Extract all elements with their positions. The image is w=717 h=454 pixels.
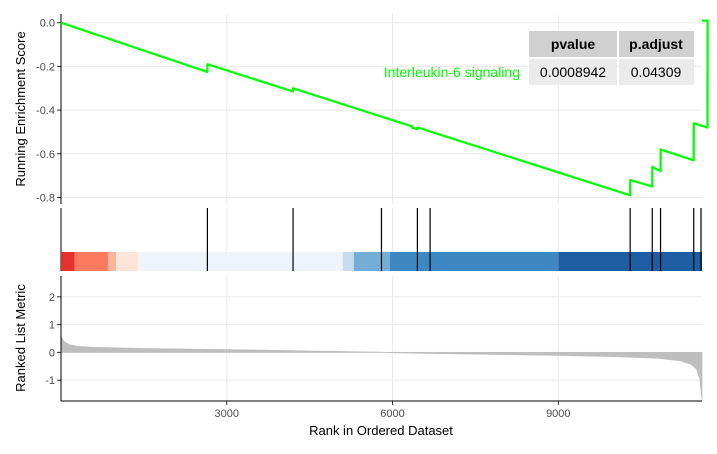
series-label: Interleukin-6 signaling [384, 64, 520, 80]
es-y-tick-label: -0.4 [36, 105, 55, 117]
x-tick-label: 3000 [214, 408, 238, 420]
ranked-metric-area [60, 335, 703, 400]
table-header-padjust: p.adjust [629, 36, 683, 52]
table-header-cell [619, 31, 694, 57]
rank-color-segment [107, 252, 117, 271]
pvalue-table: pvalue p.adjust 0.0008942 0.04309 [529, 31, 694, 85]
rank-color-segment [74, 252, 108, 271]
rank-y-tick-label: -1 [45, 375, 55, 387]
rank-y-tick-label: 0 [49, 347, 55, 359]
ranked-metric-panel: 2 1 0 -1 3000 6000 9000 [45, 276, 703, 420]
enrichment-y-axis-label: Running Enrichment Score [13, 31, 28, 186]
rank-y-tick-label: 2 [49, 292, 55, 304]
rank-color-segment [342, 252, 354, 271]
ranked-y-axis-label: Ranked List Metric [13, 284, 28, 392]
table-header-pvalue: pvalue [551, 36, 596, 52]
hit-panel [60, 208, 702, 271]
rank-color-segment [138, 252, 343, 271]
es-y-tick-label: -0.6 [36, 149, 55, 161]
rank-color-segment [389, 252, 559, 271]
table-header-cell [529, 31, 617, 57]
x-tick-label: 6000 [380, 408, 404, 420]
table-value-pvalue: 0.0008942 [540, 64, 606, 80]
table-value-cell [529, 59, 617, 85]
es-y-tick-label: -0.2 [36, 61, 55, 73]
rank-y-tick-label: 1 [49, 320, 55, 332]
rank-color-segment [353, 252, 390, 271]
table-value-padjust: 0.04309 [631, 64, 682, 80]
es-y-tick-label: -0.8 [36, 192, 55, 204]
rank-color-segment [116, 252, 139, 271]
rank-color-segment [61, 252, 75, 271]
x-tick-label: 9000 [546, 408, 570, 420]
es-y-tick-label: 0.0 [40, 18, 55, 30]
table-value-cell [619, 59, 694, 85]
enrichment-score-line [60, 19, 709, 197]
x-axis-label: Rank in Ordered Dataset [309, 423, 453, 438]
